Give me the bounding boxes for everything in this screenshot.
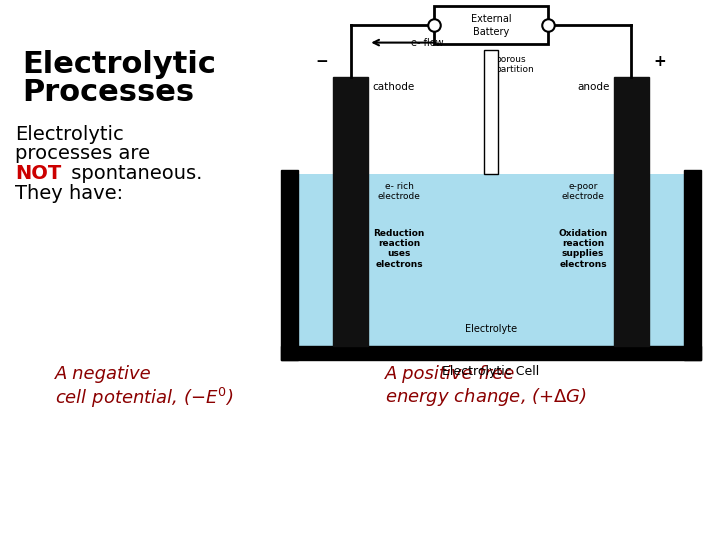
- Bar: [281, 346, 701, 360]
- Text: cathode: cathode: [372, 82, 415, 92]
- Text: They have:: They have:: [15, 184, 123, 203]
- Text: A positive free: A positive free: [385, 365, 516, 383]
- Bar: [684, 170, 701, 360]
- Text: porous
partition: porous partition: [495, 55, 534, 74]
- Text: processes are: processes are: [15, 144, 150, 163]
- Text: NOT: NOT: [15, 164, 61, 183]
- Text: A negative: A negative: [55, 365, 152, 383]
- Text: e- flow: e- flow: [411, 38, 444, 48]
- Text: Electrolytic: Electrolytic: [22, 50, 216, 79]
- Text: Electrolyte: Electrolyte: [465, 324, 517, 334]
- Text: Electrolytic Cell: Electrolytic Cell: [442, 365, 539, 378]
- Text: −: −: [315, 54, 328, 69]
- Text: cell potential, ($-E^0$): cell potential, ($-E^0$): [55, 386, 233, 410]
- Bar: [298, 174, 684, 346]
- Bar: [333, 77, 369, 346]
- Text: Oxidation
reaction
supplies
electrons: Oxidation reaction supplies electrons: [558, 229, 608, 269]
- Text: Reduction
reaction
uses
electrons: Reduction reaction uses electrons: [374, 229, 425, 269]
- Text: Electrolytic: Electrolytic: [15, 125, 124, 144]
- Bar: [613, 77, 649, 346]
- Text: energy change, ($+\Delta G$): energy change, ($+\Delta G$): [385, 386, 587, 408]
- Bar: [281, 170, 298, 360]
- Text: External
Battery: External Battery: [471, 14, 511, 37]
- Text: Processes: Processes: [22, 78, 194, 107]
- Text: anode: anode: [577, 82, 610, 92]
- Bar: [485, 50, 498, 174]
- Text: +: +: [654, 54, 667, 69]
- Bar: [434, 6, 548, 44]
- Text: spontaneous.: spontaneous.: [65, 164, 202, 183]
- Text: e-poor
electrode: e-poor electrode: [562, 181, 604, 201]
- Text: e- rich
electrode: e- rich electrode: [377, 181, 420, 201]
